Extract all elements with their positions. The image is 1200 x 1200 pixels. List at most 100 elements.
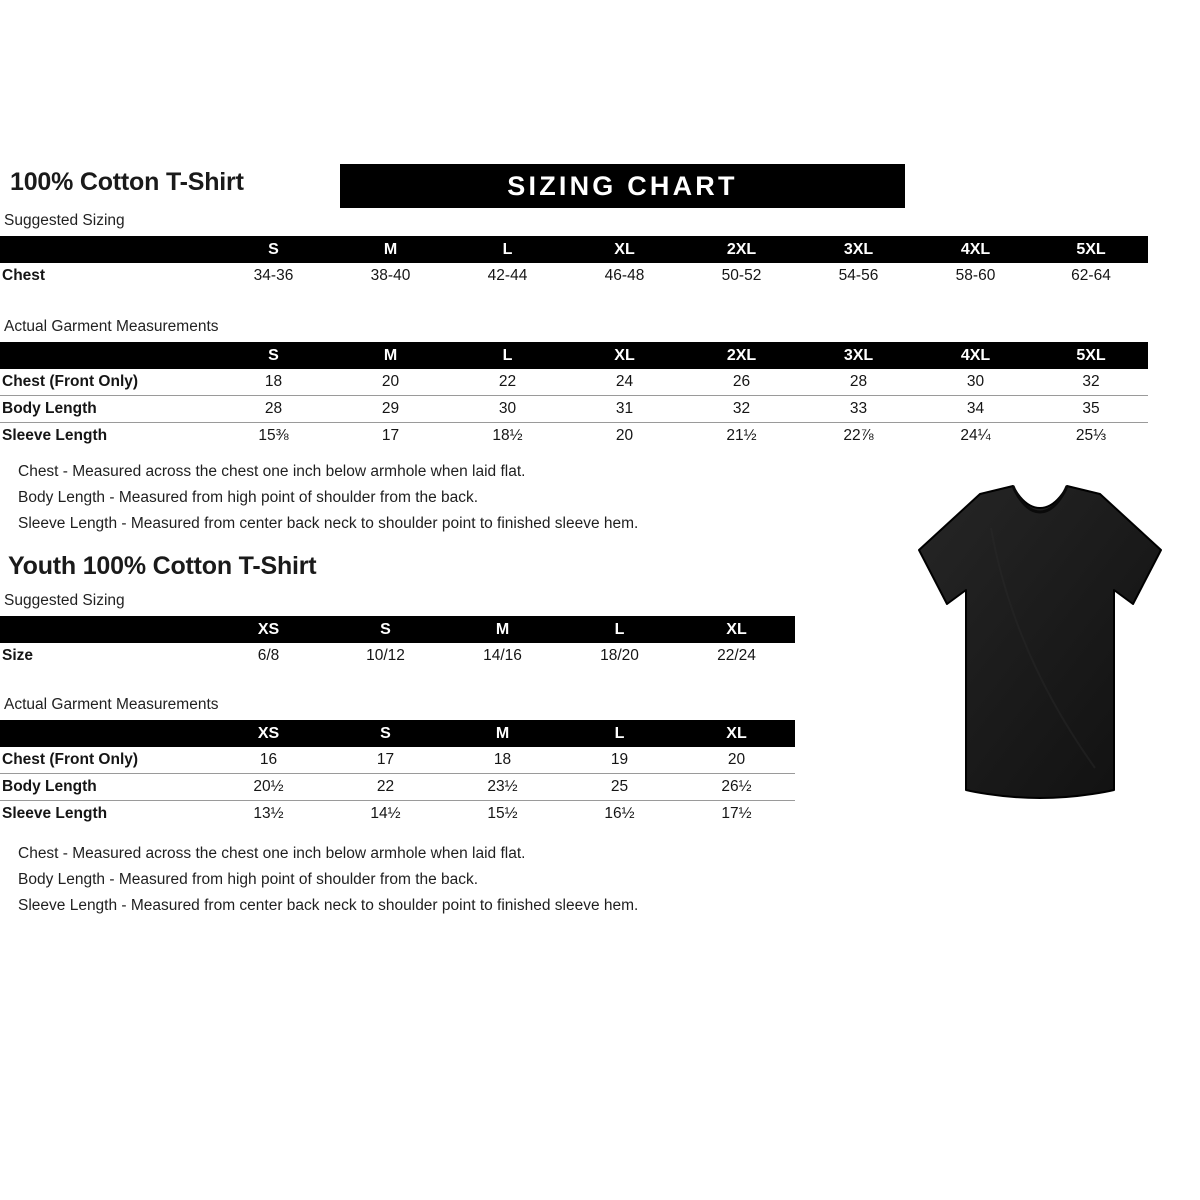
youth-actual-cell: 18: [444, 747, 561, 774]
youth-actual-cell: 25: [561, 773, 678, 801]
youth-actual-cell: 20½: [210, 773, 327, 801]
youth-actual-cell: 20: [678, 747, 795, 774]
adult-actual-cell: 28: [215, 395, 332, 423]
adult-actual-header-5xl: 5XL: [1076, 346, 1106, 364]
adult-actual-cell: 21½: [683, 422, 800, 449]
youth-suggested-header-xl: XL: [726, 620, 747, 638]
youth-actual-header-s: S: [380, 724, 391, 742]
adult-actual-cell: 35: [1034, 395, 1148, 423]
adult-actual-body: Chest (Front Only) 18 20 22 24 26 28 30 32 Body L…: [0, 369, 1148, 449]
adult-actual-cell: 22: [449, 369, 566, 396]
adult-suggested-cell: 54-56: [800, 263, 917, 289]
youth-suggested-header-xs: XS: [257, 620, 280, 638]
youth-suggested-cell: 22/24: [678, 643, 795, 669]
table-row: Sleeve Length 15⅜ 17 18½ 20 21½ 22⅞ 24¼ 25⅓: [0, 422, 1148, 449]
youth-actual-measurements-table: XS S M L XL Chest (Front Only) 16 17 18 19 20 Body…: [0, 720, 795, 827]
adult-note-line: Sleeve Length - Measured from center bac…: [18, 515, 639, 532]
adult-suggested-cell: 58-60: [917, 263, 1034, 289]
youth-suggested-sizing-label: Suggested Sizing: [4, 592, 125, 609]
youth-suggested-sizing-table: XS S M L XL Size 6/8 10/12 14/16 18/20 22/24: [0, 616, 795, 669]
youth-suggested-body: Size 6/8 10/12 14/16 18/20 22/24: [0, 643, 795, 669]
adult-note-line: Body Length - Measured from high point o…: [18, 489, 479, 506]
adult-actual-cell: 26: [683, 369, 800, 396]
table-row: Chest 34-36 38-40 42-44 46-48 50-52 54-56 58-60…: [0, 263, 1148, 289]
sizing-chart-banner: SIZING CHART: [340, 164, 905, 208]
youth-actual-cell: 14½: [327, 800, 444, 827]
youth-actual-header-rowlabel: [0, 720, 210, 747]
adult-actual-header-xl: XL: [614, 346, 635, 364]
youth-note-line: Chest - Measured across the chest one in…: [18, 845, 526, 862]
adult-actual-row-label: Body Length: [0, 395, 215, 423]
adult-suggested-sizing-label: Suggested Sizing: [4, 212, 125, 229]
youth-actual-row-label: Chest (Front Only): [0, 747, 210, 774]
youth-section-heading: Youth 100% Cotton T-Shirt: [8, 552, 317, 580]
adult-suggested-cell: 42-44: [449, 263, 566, 289]
adult-suggested-header-4xl: 4XL: [960, 240, 991, 258]
adult-suggested-header-s: S: [268, 240, 279, 258]
youth-suggested-cell: 18/20: [561, 643, 678, 669]
table-row: Chest (Front Only) 18 20 22 24 26 28 30 32: [0, 369, 1148, 396]
adult-suggested-cell: 38-40: [332, 263, 449, 289]
youth-actual-measurements-label: Actual Garment Measurements: [4, 696, 219, 713]
adult-actual-header-m: M: [383, 346, 398, 364]
youth-actual-cell: 16: [210, 747, 327, 774]
youth-actual-body: Chest (Front Only) 16 17 18 19 20 Body Length 2…: [0, 747, 795, 827]
adult-suggested-body: Chest 34-36 38-40 42-44 46-48 50-52 54-56 58-60…: [0, 263, 1148, 289]
youth-actual-cell: 22: [327, 773, 444, 801]
adult-suggested-header-rowlabel: [0, 236, 215, 263]
adult-suggested-header-row: S M L XL 2XL 3XL 4XL 5XL: [0, 236, 1148, 263]
youth-actual-row-label: Body Length: [0, 773, 210, 801]
adult-actual-cell: 18½: [449, 422, 566, 449]
youth-actual-cell: 15½: [444, 800, 561, 827]
adult-actual-cell: 32: [1034, 369, 1148, 396]
youth-actual-header-row: XS S M L XL: [0, 720, 795, 747]
adult-suggested-cell: 62-64: [1034, 263, 1148, 289]
adult-actual-cell: 34: [917, 395, 1034, 423]
adult-suggested-cell: 34-36: [215, 263, 332, 289]
adult-suggested-header-5xl: 5XL: [1076, 240, 1106, 258]
youth-suggested-header-rowlabel: [0, 616, 210, 643]
adult-actual-cell: 20: [566, 422, 683, 449]
youth-actual-header-xl: XL: [726, 724, 747, 742]
adult-actual-cell: 33: [800, 395, 917, 423]
table-row: Size 6/8 10/12 14/16 18/20 22/24: [0, 643, 795, 669]
adult-suggested-sizing-table: S M L XL 2XL 3XL 4XL 5XL Chest 34-36 38-40 42-44 46…: [0, 236, 1148, 289]
adult-actual-cell: 20: [332, 369, 449, 396]
youth-suggested-cell: 14/16: [444, 643, 561, 669]
youth-suggested-header-s: S: [380, 620, 391, 638]
adult-actual-measurements-label: Actual Garment Measurements: [4, 318, 219, 335]
adult-actual-cell: 24: [566, 369, 683, 396]
tshirt-icon: [918, 485, 1162, 799]
table-row: Sleeve Length 13½ 14½ 15½ 16½ 17½: [0, 800, 795, 827]
adult-suggested-header-l: L: [502, 240, 513, 258]
table-row: Body Length 28 29 30 31 32 33 34 35: [0, 395, 1148, 423]
youth-suggested-header-row: XS S M L XL: [0, 616, 795, 643]
adult-actual-cell: 30: [917, 369, 1034, 396]
adult-actual-cell: 25⅓: [1034, 422, 1148, 449]
youth-actual-cell: 16½: [561, 800, 678, 827]
adult-suggested-cell: 50-52: [683, 263, 800, 289]
adult-suggested-header-m: M: [383, 240, 398, 258]
youth-actual-cell: 19: [561, 747, 678, 774]
black-tshirt-image: [895, 468, 1185, 813]
youth-actual-cell: 17½: [678, 800, 795, 827]
adult-suggested-row-label: Chest: [0, 263, 215, 289]
table-row: Body Length 20½ 22 23½ 25 26½: [0, 773, 795, 801]
youth-actual-row-label: Sleeve Length: [0, 800, 210, 827]
adult-actual-row-label: Chest (Front Only): [0, 369, 215, 396]
adult-actual-header-row: S M L XL 2XL 3XL 4XL 5XL: [0, 342, 1148, 369]
adult-actual-cell: 22⅞: [800, 422, 917, 449]
adult-actual-cell: 18: [215, 369, 332, 396]
adult-actual-header-rowlabel: [0, 342, 215, 369]
adult-actual-header-3xl: 3XL: [843, 346, 874, 364]
youth-actual-cell: 13½: [210, 800, 327, 827]
adult-actual-header-l: L: [502, 346, 513, 364]
adult-actual-cell: 17: [332, 422, 449, 449]
youth-actual-cell: 23½: [444, 773, 561, 801]
adult-actual-measurements-table: S M L XL 2XL 3XL 4XL 5XL Chest (Front Only) 18 20…: [0, 342, 1148, 449]
youth-note-line: Sleeve Length - Measured from center bac…: [18, 897, 639, 914]
adult-actual-header-2xl: 2XL: [726, 346, 757, 364]
youth-actual-cell: 17: [327, 747, 444, 774]
adult-suggested-header-3xl: 3XL: [843, 240, 874, 258]
